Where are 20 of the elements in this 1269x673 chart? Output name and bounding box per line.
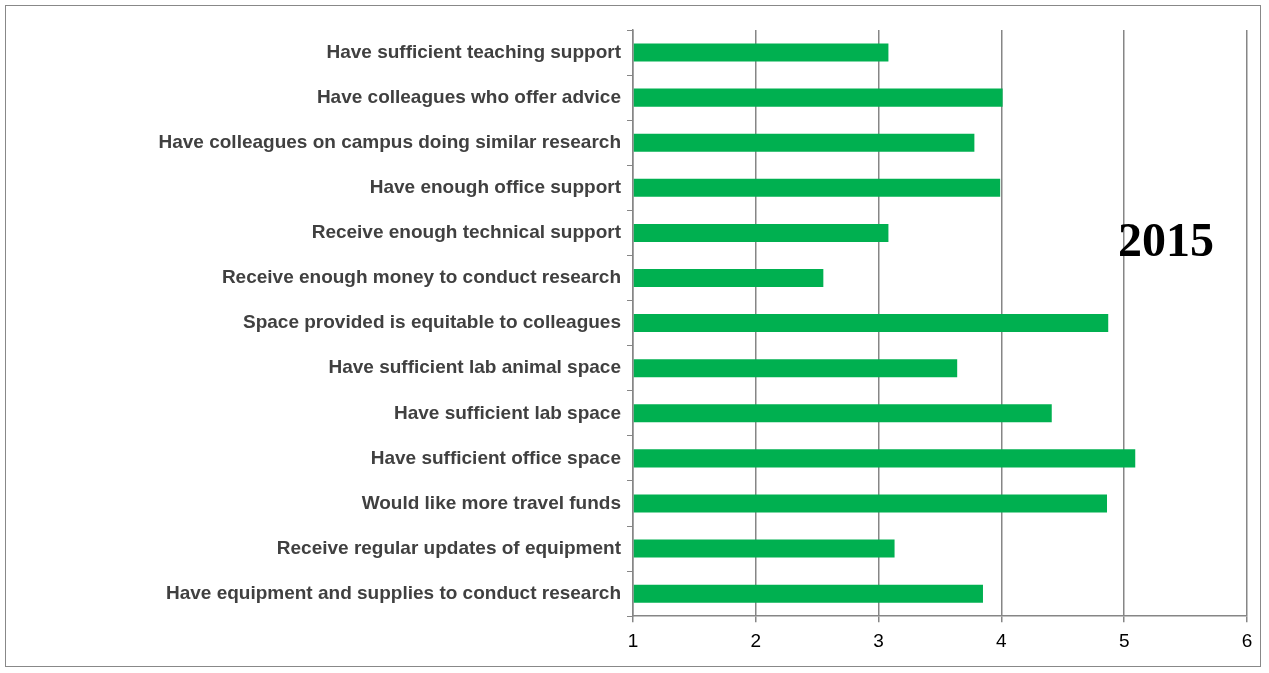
y-tick-label: Receive regular updates of equipment — [276, 536, 622, 558]
y-tick-label: Have sufficient lab animal space — [328, 356, 621, 378]
y-tick-label: Receive enough technical support — [311, 221, 622, 243]
y-tick-label: Would like more travel funds — [361, 491, 621, 513]
x-tick-label: 5 — [1118, 629, 1130, 651]
y-tick-label: Have colleagues who offer advice — [316, 85, 621, 107]
y-tick-label: Have colleagues on campus doing similar research — [158, 130, 621, 152]
y-tick-label: Have sufficient lab space — [393, 401, 621, 423]
x-tick-label: 4 — [996, 629, 1008, 651]
x-tick-label: 1 — [627, 629, 639, 651]
y-tick-label: Have sufficient office space — [370, 446, 621, 468]
annotation: 2015 — [1118, 212, 1214, 267]
x-tick-label: 3 — [873, 629, 884, 651]
y-tick-label: Space provided is equitable to colleagues — [243, 311, 621, 333]
x-tick-label: 2 — [750, 629, 762, 651]
y-tick-label: Receive enough money to conduct research — [221, 266, 621, 288]
y-tick-label: Have equipment and supplies to conduct research — [165, 581, 621, 603]
y-tick-label: Have enough office support — [369, 176, 622, 198]
y-tick-label: Have sufficient teaching support — [326, 40, 622, 62]
x-tick-label: 6 — [1241, 629, 1253, 651]
